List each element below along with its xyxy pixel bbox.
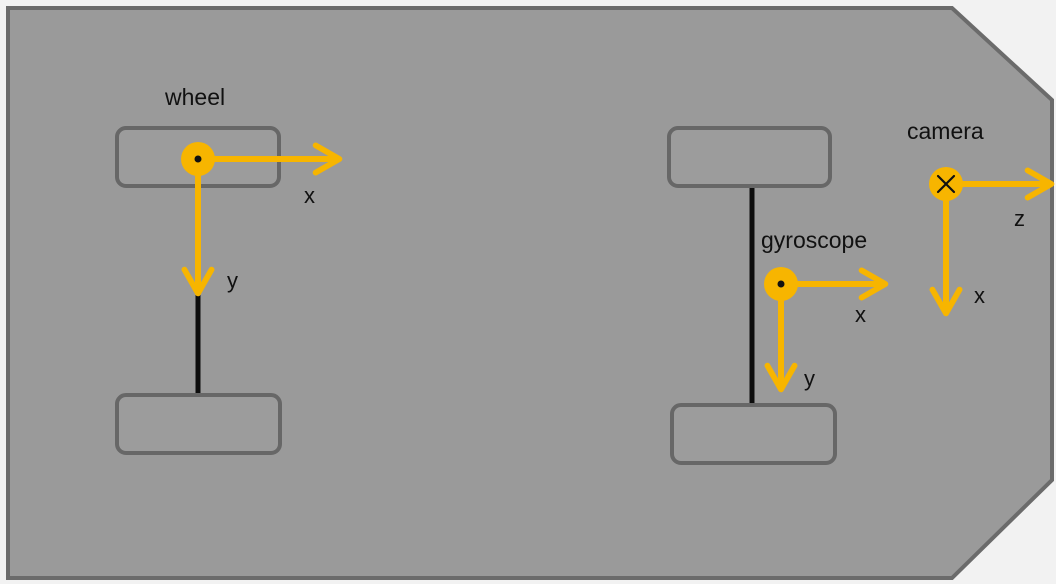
camera-frame: camera z x — [907, 118, 1055, 317]
camera-frame-label: camera — [907, 118, 984, 144]
wheel-origin-center — [194, 155, 202, 163]
rear-wheel-bottom — [115, 393, 282, 455]
front-wheel-top — [667, 126, 832, 188]
front-wheel-assembly — [667, 126, 837, 465]
gyroscope-frame: gyroscope x y — [761, 227, 889, 393]
camera-x-axis-label: x — [974, 283, 985, 308]
gyroscope-origin-center — [777, 280, 785, 288]
camera-cross-stroke-2 — [936, 174, 956, 194]
wheel-y-axis-label: y — [227, 268, 238, 293]
camera-z-axis-label: z — [1014, 206, 1025, 231]
gyroscope-y-axis-label: y — [804, 366, 815, 391]
gyroscope-frame-label: gyroscope — [761, 227, 867, 253]
wheel-frame: wheel x y — [164, 84, 343, 297]
front-wheel-bottom — [670, 403, 837, 465]
wheel-frame-label: wheel — [164, 84, 225, 110]
gyroscope-x-axis-label: x — [855, 302, 866, 327]
wheel-x-axis-label: x — [304, 183, 315, 208]
